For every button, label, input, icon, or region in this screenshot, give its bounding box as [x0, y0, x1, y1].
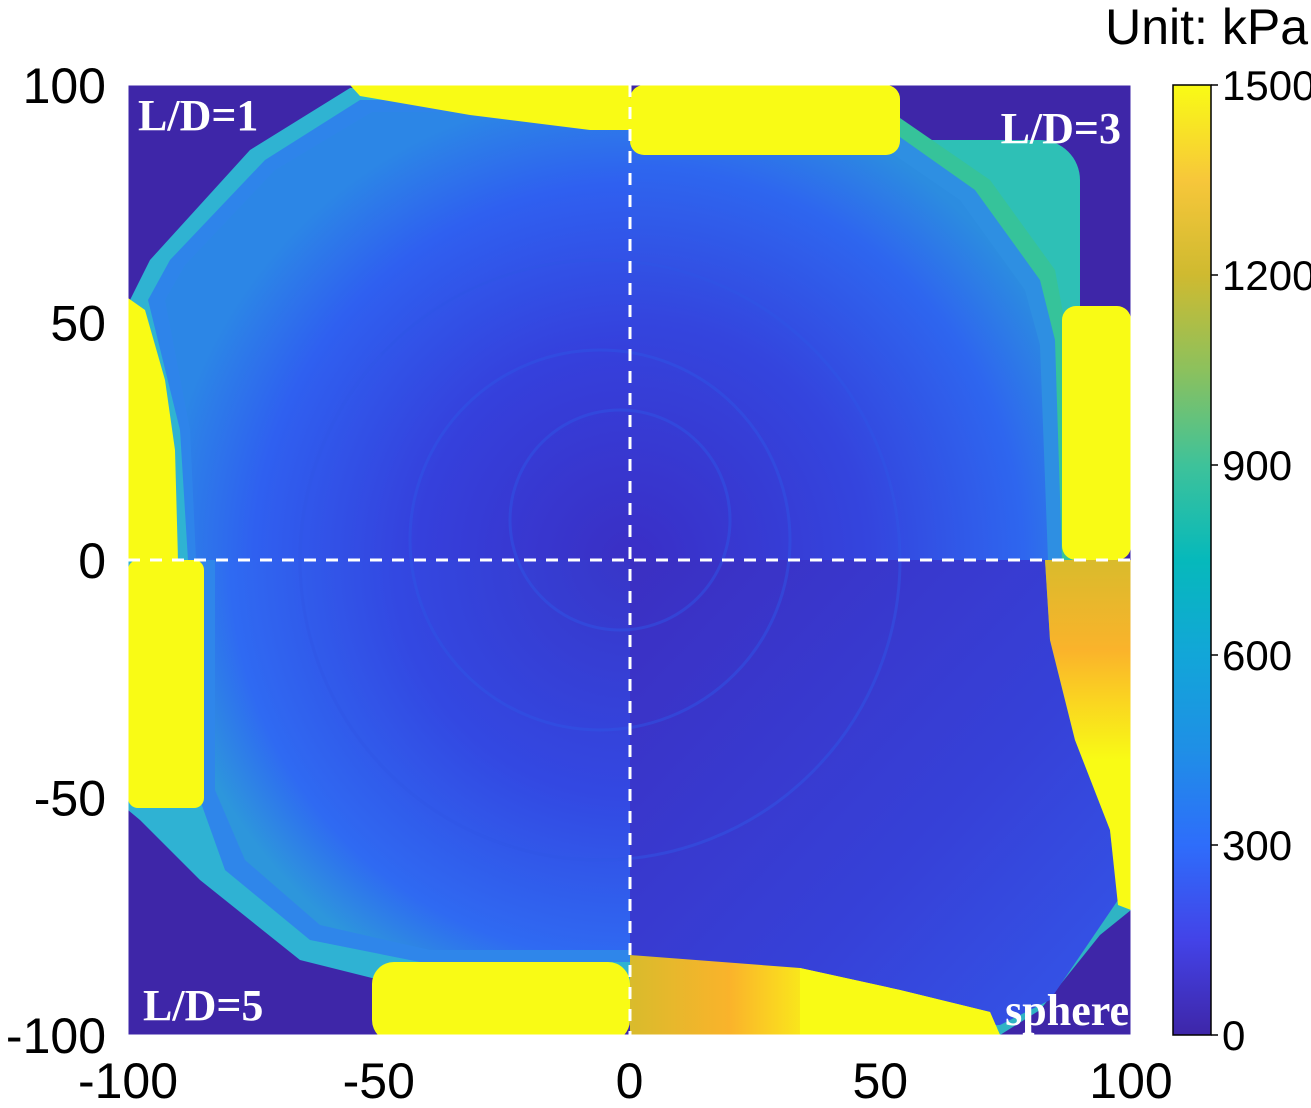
quadrant-label-top-right: L/D=3 — [1001, 104, 1121, 153]
tl-yellow-top — [350, 85, 630, 130]
colorbar — [1172, 84, 1212, 1036]
tl-field — [165, 112, 630, 560]
tr-yellow-right — [1062, 306, 1131, 560]
plot-frame — [127, 84, 1132, 1036]
colorbar-tick-label: 900 — [1222, 442, 1292, 489]
tl-yellow-left — [128, 298, 178, 560]
colorbar-tick-label: 1200 — [1222, 252, 1311, 299]
heatmap-plot-area: L/D=1 L/D=3 L/D=5 sphere — [128, 85, 1131, 1035]
bl-field — [215, 560, 630, 950]
bl-yellow-bottom — [372, 962, 630, 1035]
br-yellow-bottom — [800, 968, 1000, 1035]
y-tick-label: 50 — [50, 296, 106, 352]
bl-yellow-left — [128, 560, 204, 808]
y-tick-label: -100 — [6, 1008, 106, 1064]
quadrant-label-top-left: L/D=1 — [138, 91, 258, 140]
x-axis: -100 -50 0 50 100 — [78, 1053, 1173, 1108]
x-tick-label: -100 — [78, 1053, 178, 1108]
x-tick-label: -50 — [343, 1053, 415, 1108]
y-tick-label: -50 — [34, 771, 106, 827]
y-tick-label: 100 — [23, 58, 106, 114]
y-axis: 100 50 0 -50 -100 — [6, 58, 106, 1064]
br-orange-right — [1045, 560, 1131, 910]
colorbar-tick-label: 300 — [1222, 822, 1292, 869]
x-tick-label: 100 — [1089, 1053, 1172, 1108]
quadrant-label-bottom-right: sphere — [1005, 986, 1129, 1035]
colorbar-ticks: 0 300 600 900 1200 1500 — [1211, 62, 1311, 1059]
quadrant-bottom-right-field — [630, 560, 1131, 1035]
tr-yellow-top — [630, 85, 900, 155]
colorbar-tick-label: 0 — [1222, 1012, 1245, 1059]
colorbar-tick-label: 600 — [1222, 632, 1292, 679]
br-field — [630, 560, 1118, 1035]
quadrant-top-right-field — [630, 85, 1131, 560]
colorbar-title: Unit: kPa — [1105, 0, 1308, 55]
colorbar-tick-label: 1500 — [1222, 62, 1311, 109]
quadrant-bottom-left-field — [128, 560, 630, 1035]
x-tick-label: 0 — [616, 1053, 644, 1108]
quadrant-label-bottom-left: L/D=5 — [143, 981, 263, 1030]
x-tick-label: 50 — [852, 1053, 908, 1108]
y-tick-label: 0 — [78, 533, 106, 589]
tr-field — [630, 145, 1048, 560]
quadrant-top-left-field — [128, 85, 630, 560]
